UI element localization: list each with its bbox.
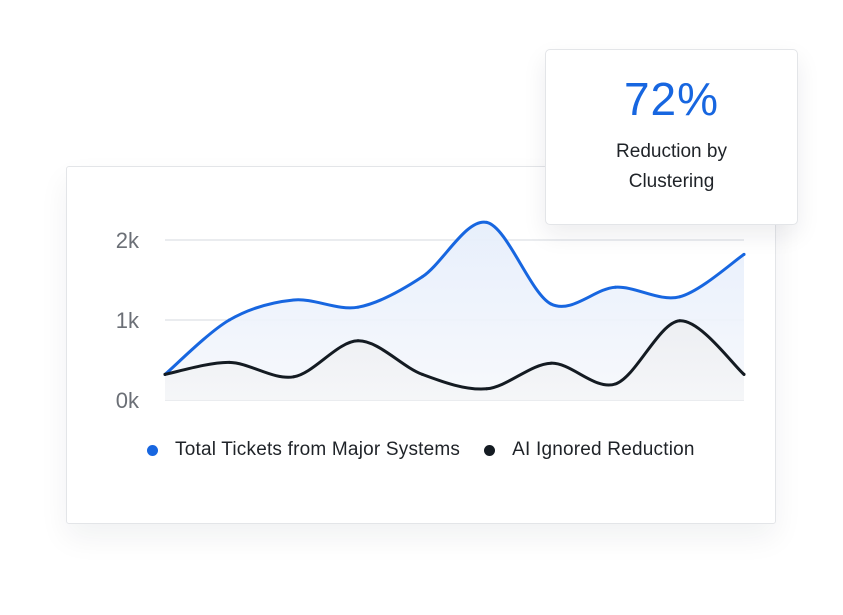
point-total-tickets-9: [742, 252, 746, 256]
legend-item-ai-ignored: AI Ignored Reduction: [484, 439, 695, 461]
point-ai-ignored-4: [420, 372, 424, 376]
legend-dot-dark-icon: [484, 444, 496, 456]
legend-item-total-tickets: Total Tickets from Major Systems: [147, 439, 460, 461]
series-line-ai-ignored: [163, 319, 746, 391]
point-total-tickets-4: [420, 275, 424, 279]
legend-label-ai-ignored: AI Ignored Reduction: [512, 439, 695, 460]
area-ai-ignored: [165, 320, 744, 400]
y-tick-label: 1k: [116, 308, 140, 333]
point-total-tickets-2: [292, 298, 296, 302]
point-total-tickets-3: [356, 305, 360, 309]
point-total-tickets-1: [227, 318, 231, 322]
stat-value: 72%: [623, 73, 720, 125]
legend-label-total-tickets: Total Tickets from Major Systems: [175, 439, 461, 460]
point-total-tickets-5: [485, 220, 489, 224]
point-ai-ignored-7: [613, 382, 617, 386]
stat-label: Reduction by Clustering: [566, 137, 777, 197]
point-ai-ignored-0: [163, 372, 167, 376]
point-ai-ignored-5: [485, 387, 489, 391]
stat-label-line1: Reduction by: [616, 141, 727, 162]
point-ai-ignored-8: [678, 319, 682, 323]
stat-card: 72% Reduction by Clustering: [545, 49, 798, 225]
point-total-tickets-6: [549, 302, 553, 306]
y-tick-label: 2k: [116, 228, 140, 253]
point-total-tickets-7: [613, 285, 617, 289]
point-ai-ignored-6: [549, 361, 553, 365]
legend-dot-blue-icon: [147, 444, 158, 456]
point-ai-ignored-2: [292, 375, 296, 379]
y-tick-label: 0k: [116, 388, 140, 413]
point-ai-ignored-9: [742, 372, 746, 376]
point-ai-ignored-3: [356, 339, 360, 343]
point-ai-ignored-1: [227, 360, 231, 364]
point-total-tickets-8: [678, 295, 682, 299]
stat-label-line2: Clustering: [628, 171, 715, 192]
area-chart: 2k 1k 0k: [116, 220, 746, 413]
chart-card: 2k 1k 0k Total Tickets from Major Systems …: [66, 166, 776, 524]
area-total-tickets: [165, 222, 744, 400]
series-line-total-tickets: [163, 220, 746, 376]
chart-legend: Total Tickets from Major Systems AI Igno…: [147, 439, 719, 461]
